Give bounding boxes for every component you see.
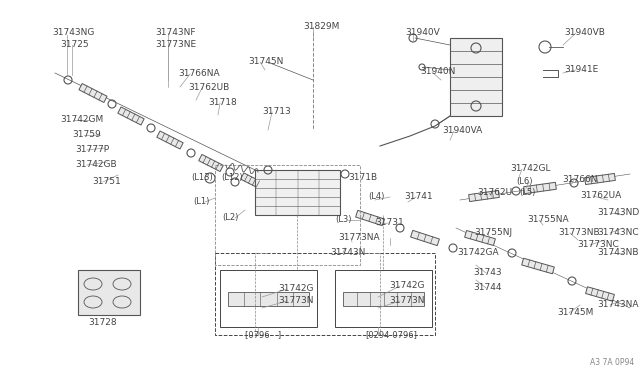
Text: (L3): (L3) (335, 215, 351, 224)
Text: 31742GB: 31742GB (75, 160, 116, 169)
Text: 31725: 31725 (60, 40, 88, 49)
Text: 31773N: 31773N (278, 296, 314, 305)
Text: 31713: 31713 (262, 107, 291, 116)
Polygon shape (241, 173, 264, 189)
Text: 31773NA: 31773NA (338, 233, 380, 242)
Text: 31718: 31718 (208, 98, 237, 107)
Text: 31743ND: 31743ND (597, 208, 639, 217)
Text: 31743NB: 31743NB (597, 248, 639, 257)
Text: (L1): (L1) (193, 197, 209, 206)
Text: 31941E: 31941E (564, 65, 598, 74)
Text: 31766N: 31766N (562, 175, 598, 184)
Text: 31744: 31744 (473, 283, 502, 292)
Polygon shape (118, 107, 144, 125)
Text: 31742GM: 31742GM (60, 115, 103, 124)
Text: 31743NF: 31743NF (155, 28, 195, 37)
Text: 31773NC: 31773NC (577, 240, 619, 249)
Text: 31940VA: 31940VA (442, 126, 483, 135)
Text: 31766NA: 31766NA (178, 69, 220, 78)
Polygon shape (522, 258, 554, 274)
Text: 31731: 31731 (375, 218, 404, 227)
Polygon shape (343, 292, 424, 305)
Text: (L5): (L5) (519, 188, 536, 197)
Polygon shape (465, 231, 495, 246)
Text: (L6): (L6) (516, 177, 532, 186)
Polygon shape (524, 182, 556, 194)
Text: 31741: 31741 (404, 192, 433, 201)
Text: 31829M: 31829M (303, 22, 339, 31)
FancyBboxPatch shape (255, 170, 340, 215)
Text: (L12): (L12) (221, 173, 243, 182)
Text: 31762UB: 31762UB (188, 83, 229, 92)
Text: 31755NA: 31755NA (527, 215, 568, 224)
FancyBboxPatch shape (450, 38, 502, 116)
Text: 31773NE: 31773NE (155, 40, 196, 49)
Text: [0796-  ]: [0796- ] (245, 330, 281, 339)
Text: 31777P: 31777P (75, 145, 109, 154)
Text: 31728: 31728 (89, 318, 117, 327)
Text: 31743N: 31743N (330, 248, 365, 257)
Text: A3 7A 0P94: A3 7A 0P94 (590, 358, 634, 367)
Polygon shape (586, 287, 614, 301)
Text: 31773NB: 31773NB (558, 228, 600, 237)
Text: 31762UA: 31762UA (580, 191, 621, 200)
Text: 31743NG: 31743NG (52, 28, 94, 37)
Text: 31762U: 31762U (477, 188, 512, 197)
Text: 3171B: 3171B (348, 173, 377, 182)
Polygon shape (198, 154, 223, 171)
Text: 31742GA: 31742GA (457, 248, 499, 257)
Text: 31759: 31759 (72, 130, 100, 139)
Polygon shape (411, 230, 440, 246)
Text: 31745M: 31745M (557, 308, 593, 317)
Text: 31940V: 31940V (405, 28, 440, 37)
Text: (L2): (L2) (222, 213, 238, 222)
Polygon shape (585, 173, 615, 185)
Text: 31742G: 31742G (389, 281, 424, 290)
Polygon shape (468, 190, 499, 202)
Text: 31751: 31751 (92, 177, 121, 186)
Text: 31940N: 31940N (420, 67, 456, 76)
Polygon shape (228, 292, 309, 305)
Text: 31743: 31743 (473, 268, 502, 277)
Text: 31742GL: 31742GL (510, 164, 550, 173)
Polygon shape (79, 84, 107, 102)
Text: 31940VB: 31940VB (564, 28, 605, 37)
FancyBboxPatch shape (78, 270, 140, 315)
Text: 31755NJ: 31755NJ (474, 228, 512, 237)
Text: 31745N: 31745N (248, 57, 284, 66)
Text: 31742G: 31742G (278, 284, 314, 293)
Polygon shape (356, 210, 385, 226)
Polygon shape (157, 131, 183, 149)
Text: 31773N: 31773N (389, 296, 424, 305)
Text: 31743NC: 31743NC (597, 228, 639, 237)
Text: [0294-0796]: [0294-0796] (365, 330, 417, 339)
Text: (L4): (L4) (368, 192, 385, 201)
Text: (L13): (L13) (191, 173, 212, 182)
Text: 31743NA: 31743NA (597, 300, 639, 309)
